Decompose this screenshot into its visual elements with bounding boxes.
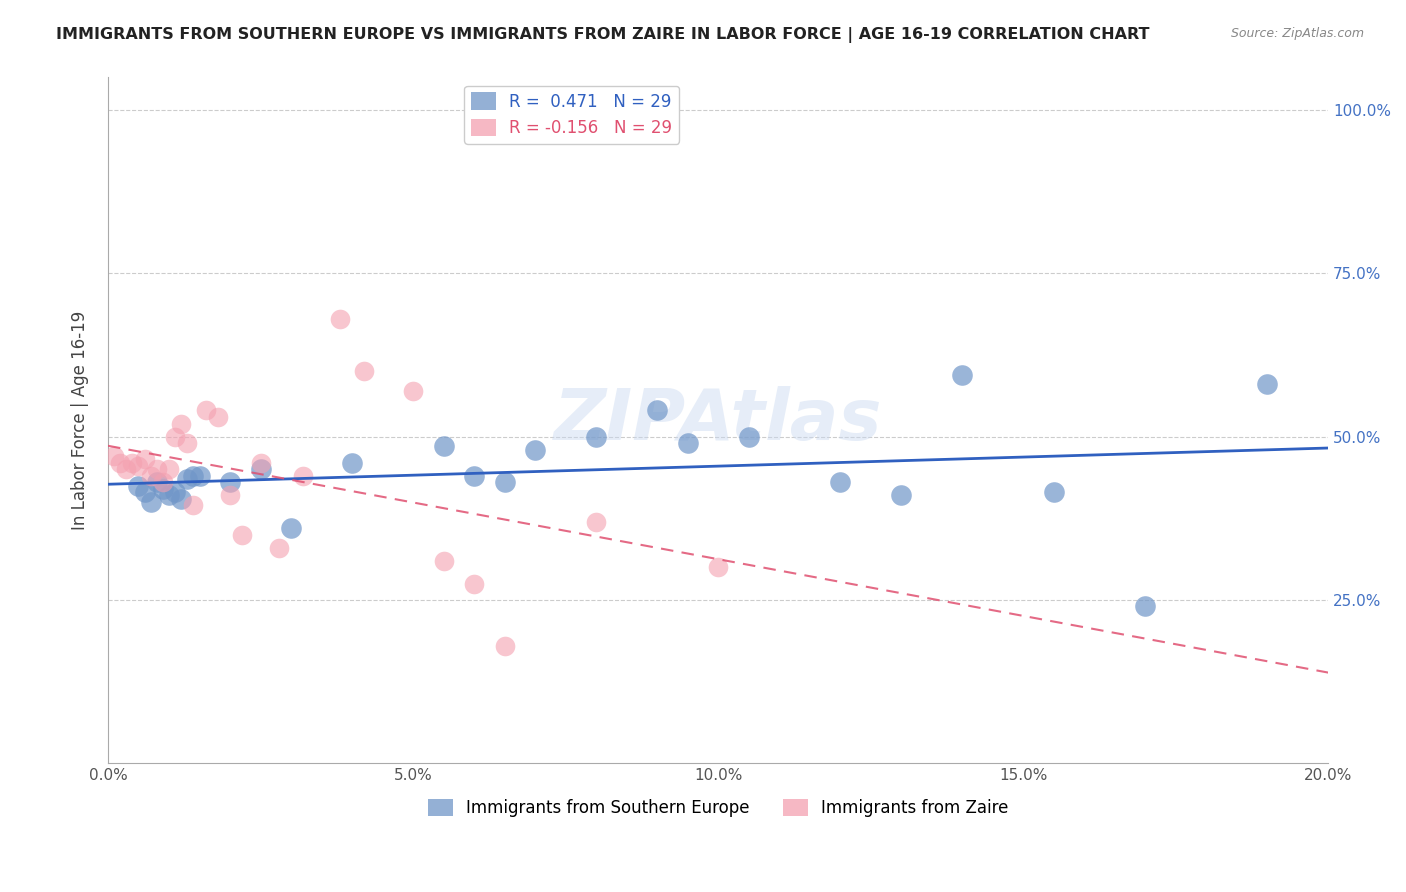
- Point: [176, 472, 198, 486]
- Point: [585, 515, 607, 529]
- Point: [170, 491, 193, 506]
- Point: [463, 468, 485, 483]
- Y-axis label: In Labor Force | Age 16-19: In Labor Force | Age 16-19: [72, 310, 89, 530]
- Point: [183, 468, 205, 483]
- Text: ZIPAtlas: ZIPAtlas: [554, 385, 883, 455]
- Point: [249, 462, 271, 476]
- Point: [103, 449, 125, 463]
- Point: [329, 312, 352, 326]
- Text: Source: ZipAtlas.com: Source: ZipAtlas.com: [1230, 27, 1364, 40]
- Point: [152, 482, 174, 496]
- Point: [432, 554, 454, 568]
- Point: [494, 639, 516, 653]
- Point: [353, 364, 375, 378]
- Text: IMMIGRANTS FROM SOUTHERN EUROPE VS IMMIGRANTS FROM ZAIRE IN LABOR FORCE | AGE 16: IMMIGRANTS FROM SOUTHERN EUROPE VS IMMIG…: [56, 27, 1150, 43]
- Point: [1256, 377, 1278, 392]
- Point: [585, 429, 607, 443]
- Point: [292, 468, 315, 483]
- Point: [152, 475, 174, 490]
- Point: [146, 475, 169, 490]
- Point: [157, 488, 180, 502]
- Point: [432, 439, 454, 453]
- Point: [176, 436, 198, 450]
- Point: [707, 560, 730, 574]
- Point: [280, 521, 302, 535]
- Point: [146, 462, 169, 476]
- Point: [249, 456, 271, 470]
- Point: [183, 498, 205, 512]
- Point: [207, 410, 229, 425]
- Point: [1042, 485, 1064, 500]
- Point: [524, 442, 547, 457]
- Point: [219, 488, 242, 502]
- Point: [950, 368, 973, 382]
- Point: [139, 468, 162, 483]
- Point: [494, 475, 516, 490]
- Point: [194, 403, 217, 417]
- Point: [1133, 599, 1156, 614]
- Point: [128, 458, 150, 473]
- Point: [170, 417, 193, 431]
- Point: [108, 456, 131, 470]
- Point: [645, 403, 668, 417]
- Point: [231, 527, 253, 541]
- Point: [165, 429, 187, 443]
- Point: [165, 485, 187, 500]
- Point: [463, 576, 485, 591]
- Point: [188, 468, 211, 483]
- Point: [134, 485, 156, 500]
- Point: [340, 456, 363, 470]
- Point: [128, 478, 150, 492]
- Point: [676, 436, 699, 450]
- Point: [737, 429, 759, 443]
- Point: [139, 495, 162, 509]
- Point: [219, 475, 242, 490]
- Point: [134, 452, 156, 467]
- Point: [402, 384, 425, 398]
- Point: [157, 462, 180, 476]
- Point: [115, 462, 138, 476]
- Legend: Immigrants from Southern Europe, Immigrants from Zaire: Immigrants from Southern Europe, Immigra…: [420, 792, 1015, 823]
- Point: [121, 456, 143, 470]
- Point: [828, 475, 851, 490]
- Point: [267, 541, 290, 555]
- Point: [890, 488, 912, 502]
